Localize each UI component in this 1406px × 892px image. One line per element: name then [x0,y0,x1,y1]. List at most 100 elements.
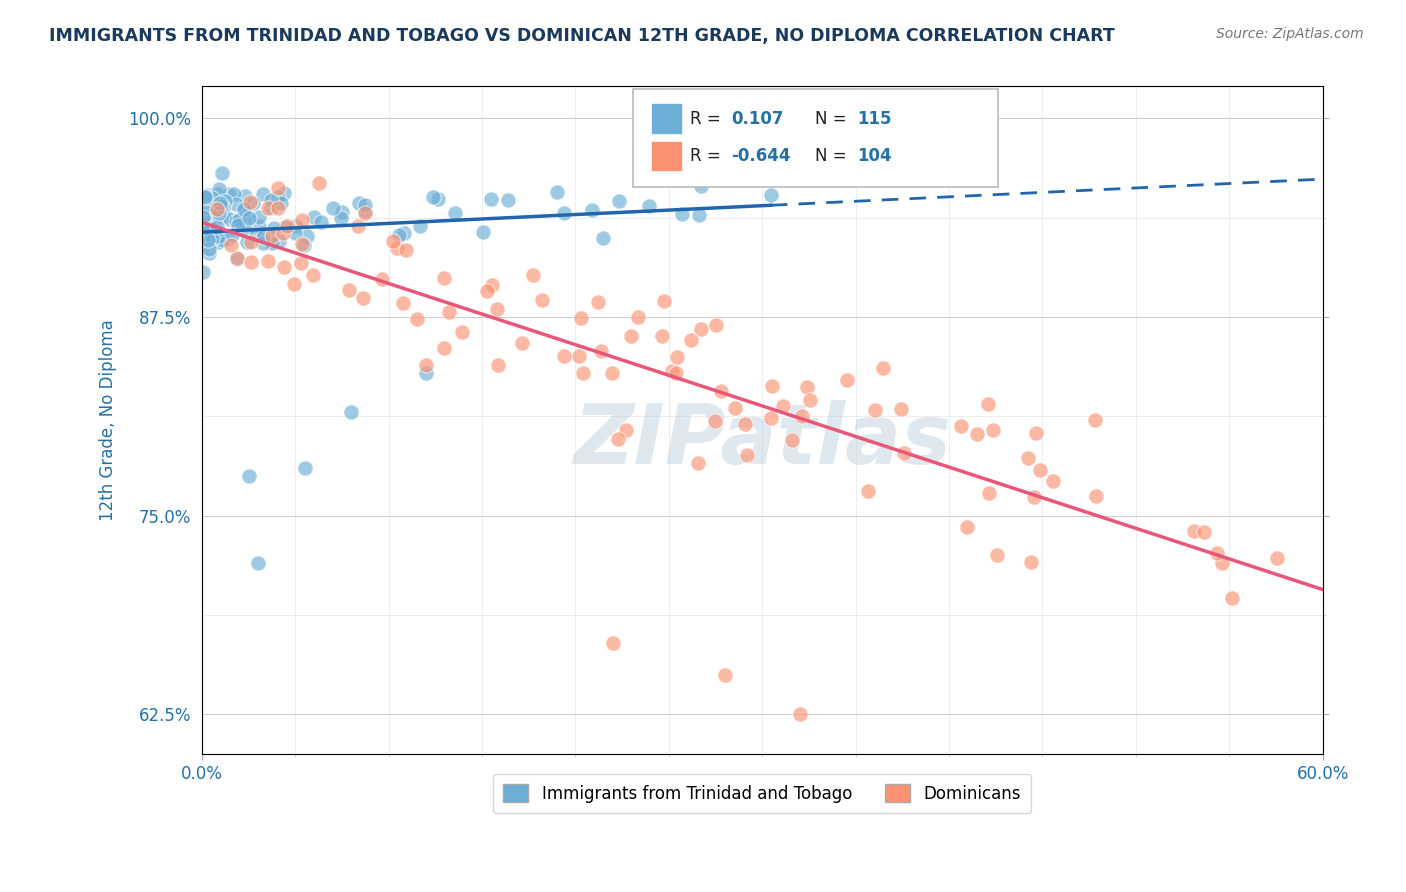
Point [240,235,263,249]
Point [239,195,262,210]
Point [200,205,222,219]
Point [212,233,235,247]
Point [371,272,394,286]
Point [405,312,427,326]
Point [437,305,460,319]
Point [409,219,432,233]
Point [1194,525,1216,540]
Point [276,219,298,233]
Point [977,486,1000,500]
Point [475,285,498,299]
Point [214,194,236,208]
Point [267,235,290,249]
Point [759,188,782,202]
Point [292,238,315,252]
Point [638,199,661,213]
Point [572,366,595,380]
Point [197,233,219,247]
Point [295,229,318,244]
Point [284,227,307,241]
Point [267,201,290,215]
Point [235,213,257,227]
Point [1220,591,1243,606]
Point [242,195,264,210]
Point [208,181,231,195]
Point [205,202,228,216]
Point [956,520,979,534]
Point [193,219,215,234]
Point [415,358,437,372]
Point [337,283,360,297]
Point [219,238,242,252]
Point [966,426,988,441]
Point [512,335,534,350]
Point [620,328,643,343]
Point [260,193,283,207]
Point [654,293,676,308]
Point [294,461,316,475]
Point [893,446,915,460]
Point [257,254,280,268]
Point [690,178,713,193]
Point [212,209,235,223]
Point [977,397,1000,411]
Point [837,373,859,387]
Point [207,220,229,235]
Point [688,456,710,470]
Point [191,210,214,224]
Text: -0.644: -0.644 [731,147,790,165]
Point [219,211,242,226]
Point [553,349,575,363]
Point [796,379,818,393]
Point [200,221,222,235]
Point [422,190,444,204]
Point [799,393,821,408]
Point [302,268,325,282]
Point [332,205,354,219]
Point [1211,556,1233,570]
Point [481,277,503,292]
Point [201,227,224,241]
Point [247,219,270,233]
Point [567,349,589,363]
Point [225,197,247,211]
Point [195,200,218,214]
Point [735,449,758,463]
Point [273,260,295,275]
Point [291,213,314,227]
Point [581,202,603,217]
Text: N =: N = [815,147,852,165]
Point [690,322,713,336]
Point [217,232,239,246]
Point [651,328,673,343]
Point [433,342,456,356]
Point [661,364,683,378]
Point [329,211,352,226]
Point [274,219,297,234]
Point [671,207,693,221]
Text: Source: ZipAtlas.com: Source: ZipAtlas.com [1216,27,1364,41]
Point [201,191,224,205]
Point [553,206,575,220]
Point [710,168,733,182]
Point [207,235,229,249]
Point [890,402,912,417]
Point [273,186,295,201]
Text: 0.107: 0.107 [731,110,783,128]
Text: 115: 115 [858,110,893,128]
Point [349,195,371,210]
Point [225,252,247,267]
Point [679,334,702,348]
Point [1017,450,1039,465]
Point [1025,425,1047,440]
Point [197,187,219,202]
Point [666,350,689,364]
Point [1084,489,1107,503]
Point [761,410,783,425]
Point [385,240,408,254]
Point [426,192,449,206]
Text: ZIPatlas: ZIPatlas [574,400,952,481]
Point [207,187,229,202]
Point [1182,524,1205,538]
Point [211,165,233,179]
